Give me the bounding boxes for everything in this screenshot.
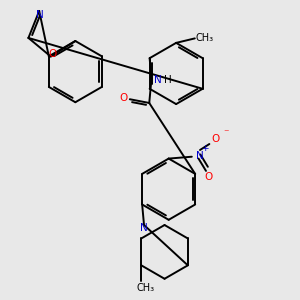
Text: CH₃: CH₃ — [137, 283, 155, 293]
Text: O: O — [120, 94, 128, 103]
Text: +: + — [201, 144, 208, 153]
Text: N: N — [154, 75, 162, 85]
Text: O: O — [205, 172, 213, 182]
Text: N: N — [36, 10, 44, 20]
Text: O: O — [48, 49, 56, 59]
Text: ⁻: ⁻ — [224, 128, 229, 138]
Text: N: N — [140, 223, 148, 232]
Text: H: H — [164, 75, 171, 85]
Text: O: O — [211, 134, 219, 144]
Text: CH₃: CH₃ — [196, 33, 214, 43]
Text: N: N — [196, 151, 204, 161]
